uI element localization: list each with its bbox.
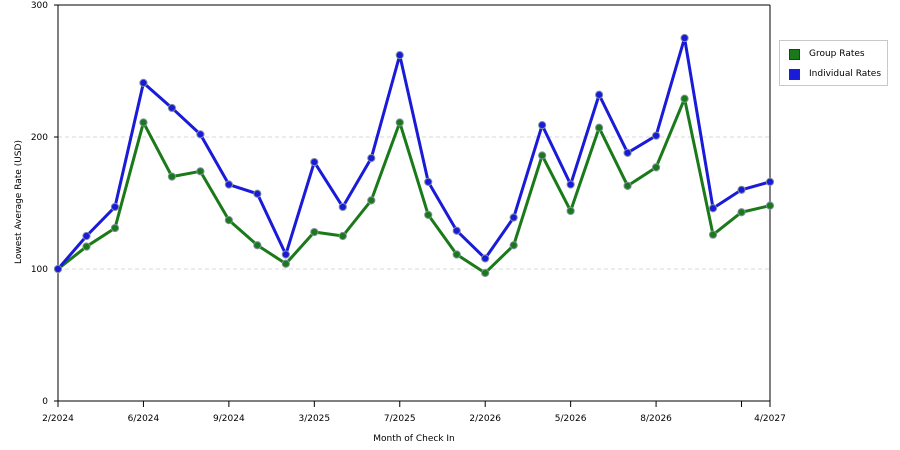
y-tick-label-100: 100 [31, 265, 48, 275]
point-group-rates-24 [737, 208, 746, 217]
point-group-rates-3 [139, 118, 148, 127]
x-tick-label-25: 4/2027 [754, 414, 786, 424]
point-individual-rates-20 [623, 148, 632, 157]
point-group-rates-9 [310, 227, 319, 237]
point-group-rates-4 [167, 172, 177, 181]
point-individual-rates-14 [452, 226, 461, 235]
x-tick-label-0: 2/2024 [42, 414, 74, 424]
point-group-rates-16 [509, 241, 518, 250]
point-group-rates-2 [110, 223, 120, 233]
point-group-rates-8 [281, 259, 290, 268]
x-tick-label-12: 7/2025 [384, 414, 416, 424]
point-individual-rates-10 [338, 202, 347, 212]
y-tick-labels: 0 100 200 300 [31, 1, 48, 407]
point-group-rates-14 [452, 250, 461, 259]
point-individual-rates-6 [224, 180, 233, 189]
point-individual-rates-16 [509, 213, 518, 222]
point-individual-rates-11 [367, 154, 376, 163]
point-group-rates-20 [623, 181, 632, 190]
series-line-individual-rates [56, 36, 771, 270]
point-group-rates-19 [595, 123, 604, 132]
point-group-rates-5 [196, 167, 205, 176]
x-axis-title: Month of Check In [373, 434, 455, 444]
legend-label-individual-rates: Individual Rates [809, 69, 882, 79]
x-tick-label-18: 5/2026 [555, 414, 587, 424]
x-tick-label-3: 6/2024 [128, 414, 160, 424]
point-individual-rates-12 [395, 51, 404, 60]
y-tick-label-0: 0 [42, 397, 48, 407]
x-tick-label-15: 2/2026 [469, 414, 501, 424]
point-group-rates-13 [424, 210, 433, 219]
point-group-rates-6 [224, 216, 233, 225]
point-group-rates-7 [253, 241, 262, 250]
point-individual-rates-25 [765, 177, 775, 186]
point-individual-rates-13 [424, 177, 433, 186]
point-group-rates-25 [765, 201, 775, 210]
point-individual-rates-2 [110, 202, 120, 212]
point-group-rates-23 [708, 230, 718, 239]
point-group-rates-12 [395, 118, 404, 127]
point-individual-rates-15 [481, 254, 490, 263]
point-individual-rates-21 [651, 131, 661, 140]
y-tick-label-300: 300 [31, 1, 48, 11]
point-group-rates-1 [82, 242, 91, 251]
series-lines [53, 33, 775, 278]
point-individual-rates-0 [53, 264, 63, 274]
x-tick-labels: 2/2024 6/2024 9/2024 3/2025 7/2025 2/2026 5/20… [42, 414, 786, 424]
x-tick-label-21: 8/2026 [640, 414, 672, 424]
legend-swatch-group-rates [789, 48, 800, 60]
legend-label-group-rates: Group Rates [809, 49, 865, 59]
legend: Group Rates Individual Rates [779, 40, 888, 86]
legend-item-individual-rates: Individual Rates [789, 67, 881, 81]
point-individual-rates-4 [167, 103, 177, 113]
point-individual-rates-22 [680, 33, 689, 43]
point-individual-rates-8 [281, 250, 290, 259]
point-individual-rates-9 [310, 157, 319, 167]
x-tick-label-9: 3/2025 [298, 414, 330, 424]
point-individual-rates-1 [82, 231, 91, 241]
point-individual-rates-19 [595, 90, 604, 99]
y-tick-label-200: 200 [31, 133, 48, 143]
point-individual-rates-23 [708, 204, 718, 213]
axes [54, 4, 771, 407]
point-individual-rates-5 [196, 130, 205, 139]
point-group-rates-10 [338, 231, 347, 241]
point-individual-rates-18 [566, 180, 575, 189]
point-individual-rates-17 [538, 121, 547, 130]
x-tick-label-6: 9/2024 [213, 414, 245, 424]
y-axis-title: Lowest Average Rate (USD) [14, 140, 24, 264]
point-group-rates-11 [367, 196, 376, 205]
grid-lines [58, 136, 770, 270]
point-group-rates-15 [481, 268, 490, 278]
point-group-rates-17 [538, 151, 547, 160]
legend-swatch-individual-rates [789, 68, 800, 80]
point-individual-rates-3 [139, 78, 148, 87]
legend-item-group-rates: Group Rates [789, 47, 865, 61]
point-individual-rates-7 [253, 189, 262, 198]
point-group-rates-18 [566, 206, 575, 216]
point-group-rates-22 [680, 94, 689, 103]
point-individual-rates-24 [737, 185, 746, 194]
point-group-rates-21 [651, 163, 661, 172]
series-line-group-rates [57, 97, 771, 275]
